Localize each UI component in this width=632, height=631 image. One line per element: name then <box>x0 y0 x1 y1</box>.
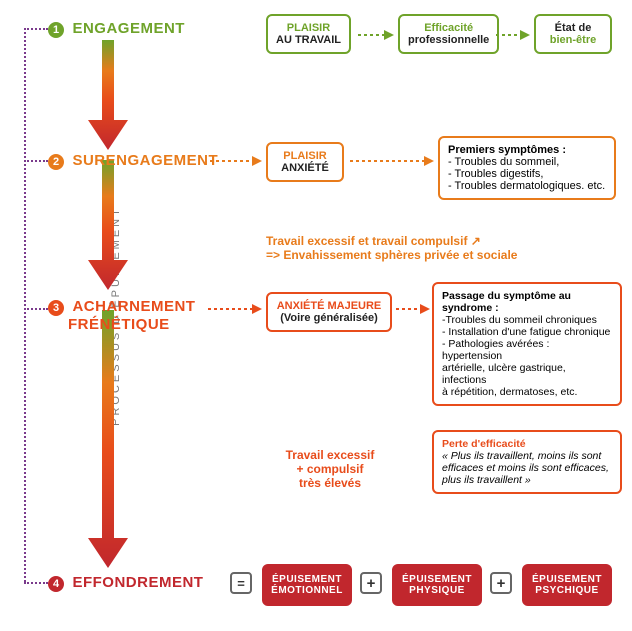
eff-l2: efficaces et moins ils sont efficaces, <box>442 462 612 474</box>
dot-h4 <box>24 582 48 584</box>
row3-sym-title: Passage du symptôme au syndrome : <box>442 290 612 314</box>
row1-box3-l2: bien-être <box>544 34 602 46</box>
row2-symptoms: Premiers symptômes : - Troubles du somme… <box>438 136 616 200</box>
row2-sym-l2: - Troubles digestifs, <box>448 168 606 180</box>
final-b2: ÉPUISEMENT PHYSIQUE <box>392 564 482 606</box>
stage-2-title: SURENGAGEMENT <box>72 152 218 169</box>
dotted-arrow-s3b <box>396 302 430 316</box>
dot-h3 <box>24 308 48 310</box>
stage-1-title: ENGAGEMENT <box>72 20 185 37</box>
stage-2: 2 SURENGAGEMENT <box>48 152 218 170</box>
note-low: Travail excessif + compulsif très élevés <box>270 448 390 490</box>
row1-box1-l2: AU TRAVAIL <box>276 34 341 46</box>
stage-4-title: EFFONDREMENT <box>72 574 203 591</box>
final-b2-l2: PHYSIQUE <box>400 585 474 596</box>
stage-4: 4 EFFONDREMENT <box>48 574 203 592</box>
row1-box2-l1: Efficacité <box>408 22 489 34</box>
equals-icon: = <box>230 572 252 594</box>
dot-h1 <box>24 28 48 30</box>
stage-3-num: 3 <box>48 300 64 316</box>
eff-title: Perte d'efficacité <box>442 438 612 450</box>
eff-box: Perte d'efficacité « Plus ils travaillen… <box>432 430 622 494</box>
stage-1: 1 ENGAGEMENT <box>48 20 185 38</box>
final-b3-l1: ÉPUISEMENT <box>530 574 604 585</box>
row3-box1-l1: ANXIÉTÉ MAJEURE <box>276 300 382 312</box>
row2-sym-l3: - Troubles dermatologiques. etc. <box>448 180 606 192</box>
row2-box1-l1: PLAISIR <box>276 150 334 162</box>
dotted-arrow-s3a <box>208 302 262 316</box>
note-low-l3: très élevés <box>270 476 390 490</box>
stage-2-num: 2 <box>48 154 64 170</box>
stage-1-num: 1 <box>48 22 64 38</box>
row3-sym-l1: -Troubles du sommeil chroniques <box>442 314 612 326</box>
row3-sym-l2: - Installation d'une fatigue chronique <box>442 326 612 338</box>
stage-4-num: 4 <box>48 576 64 592</box>
row3-sym-l3: - Pathologies avérées : hypertension <box>442 338 612 362</box>
row2-box1: PLAISIR ANXIÉTÉ <box>266 142 344 182</box>
stage-3-title2: FRÉNÉTIQUE <box>68 316 195 333</box>
row3-symptoms: Passage du symptôme au syndrome : -Troub… <box>432 282 622 406</box>
row3-sym-l4: artérielle, ulcère gastrique, infections <box>442 362 612 386</box>
row2-box1-l2: ANXIÉTÉ <box>276 162 334 174</box>
row1-box3-l1: État de <box>544 22 602 34</box>
row3-box1-l2: (Voire généralisée) <box>276 312 382 324</box>
dotted-arrow-s2a <box>210 154 262 168</box>
note-mid: Travail excessif et travail compulsif ↗ … <box>266 234 517 262</box>
dotted-arrow-s2b <box>350 154 434 168</box>
note-mid-l2: => Envahissement sphères privée et socia… <box>266 248 517 262</box>
row3-sym-l5: à répétition, dermatoses, etc. <box>442 386 612 398</box>
final-b1-l2: ÉMOTIONNEL <box>270 585 344 596</box>
dotted-arrow-r1b <box>496 28 530 42</box>
note-mid-l1: Travail excessif et travail compulsif ↗ <box>266 234 517 248</box>
row2-sym-title: Premiers symptômes : <box>448 144 606 156</box>
note-low-l2: + compulsif <box>270 462 390 476</box>
eff-l1: « Plus ils travaillent, moins ils sont <box>442 450 612 462</box>
dotted-spine <box>24 28 26 582</box>
dotted-arrow-r1a <box>358 28 394 42</box>
row1-box1: PLAISIR AU TRAVAIL <box>266 14 351 54</box>
row1-box2-l2: professionnelle <box>408 34 489 46</box>
final-b3: ÉPUISEMENT PSYCHIQUE <box>522 564 612 606</box>
row1-box1-l1: PLAISIR <box>276 22 341 34</box>
final-b1-l1: ÉPUISEMENT <box>270 574 344 585</box>
final-b3-l2: PSYCHIQUE <box>530 585 604 596</box>
stage-3-title: ACHARNEMENT <box>72 298 195 315</box>
note-low-l1: Travail excessif <box>270 448 390 462</box>
row1-box2: Efficacité professionnelle <box>398 14 499 54</box>
eff-l3: plus ils travaillent » <box>442 474 612 486</box>
stage-3: 3 ACHARNEMENT FRÉNÉTIQUE <box>48 298 195 333</box>
plus-icon-1: + <box>360 572 382 594</box>
row3-box1: ANXIÉTÉ MAJEURE (Voire généralisée) <box>266 292 392 332</box>
row2-sym-l1: - Troubles du sommeil, <box>448 156 606 168</box>
plus-icon-2: + <box>490 572 512 594</box>
final-b1: ÉPUISEMENT ÉMOTIONNEL <box>262 564 352 606</box>
row1-box3: État de bien-être <box>534 14 612 54</box>
final-b2-l1: ÉPUISEMENT <box>400 574 474 585</box>
dot-h2 <box>24 160 48 162</box>
